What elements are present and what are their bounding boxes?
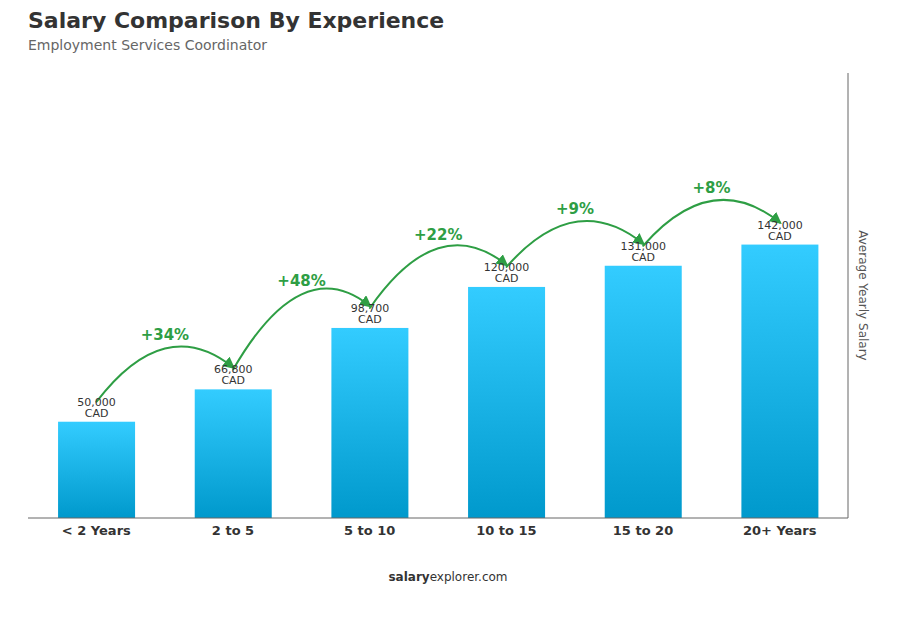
svg-text:+34%: +34% [141, 326, 189, 344]
svg-text:2 to 5: 2 to 5 [212, 523, 254, 538]
svg-text:+22%: +22% [414, 226, 462, 244]
html-text:Salary Comparison By Experienc: Salary Comparison By Experience [28, 8, 445, 33]
svg-text:5 to 10: 5 to 10 [344, 523, 395, 538]
svg-text:+8%: +8% [693, 179, 731, 197]
svg-text:< 2 Years: < 2 Years [62, 523, 131, 538]
svg-text:+48%: +48% [277, 272, 325, 290]
svg-text:66,800CAD: 66,800CAD [214, 363, 253, 387]
html-text:salary explorer.com: salary explorer.com [388, 570, 508, 584]
svg-text:Average Yearly Salary: Average Yearly Salary [856, 230, 870, 360]
svg-text:120,000CAD: 120,000CAD [484, 261, 530, 285]
svg-text:98,700CAD: 98,700CAD [351, 302, 390, 326]
svg-text:142,000CAD: 142,000CAD [757, 219, 803, 243]
svg-text:15 to 20: 15 to 20 [613, 523, 673, 538]
html-text:Employment Services Coordinato: Employment Services Coordinator [28, 37, 268, 53]
svg-text:131,000CAD: 131,000CAD [620, 240, 666, 264]
svg-text:20+ Years: 20+ Years [743, 523, 817, 538]
svg-text:10 to 15: 10 to 15 [476, 523, 536, 538]
svg-text:50,000CAD: 50,000CAD [77, 396, 116, 420]
svg-text:+9%: +9% [556, 200, 594, 218]
